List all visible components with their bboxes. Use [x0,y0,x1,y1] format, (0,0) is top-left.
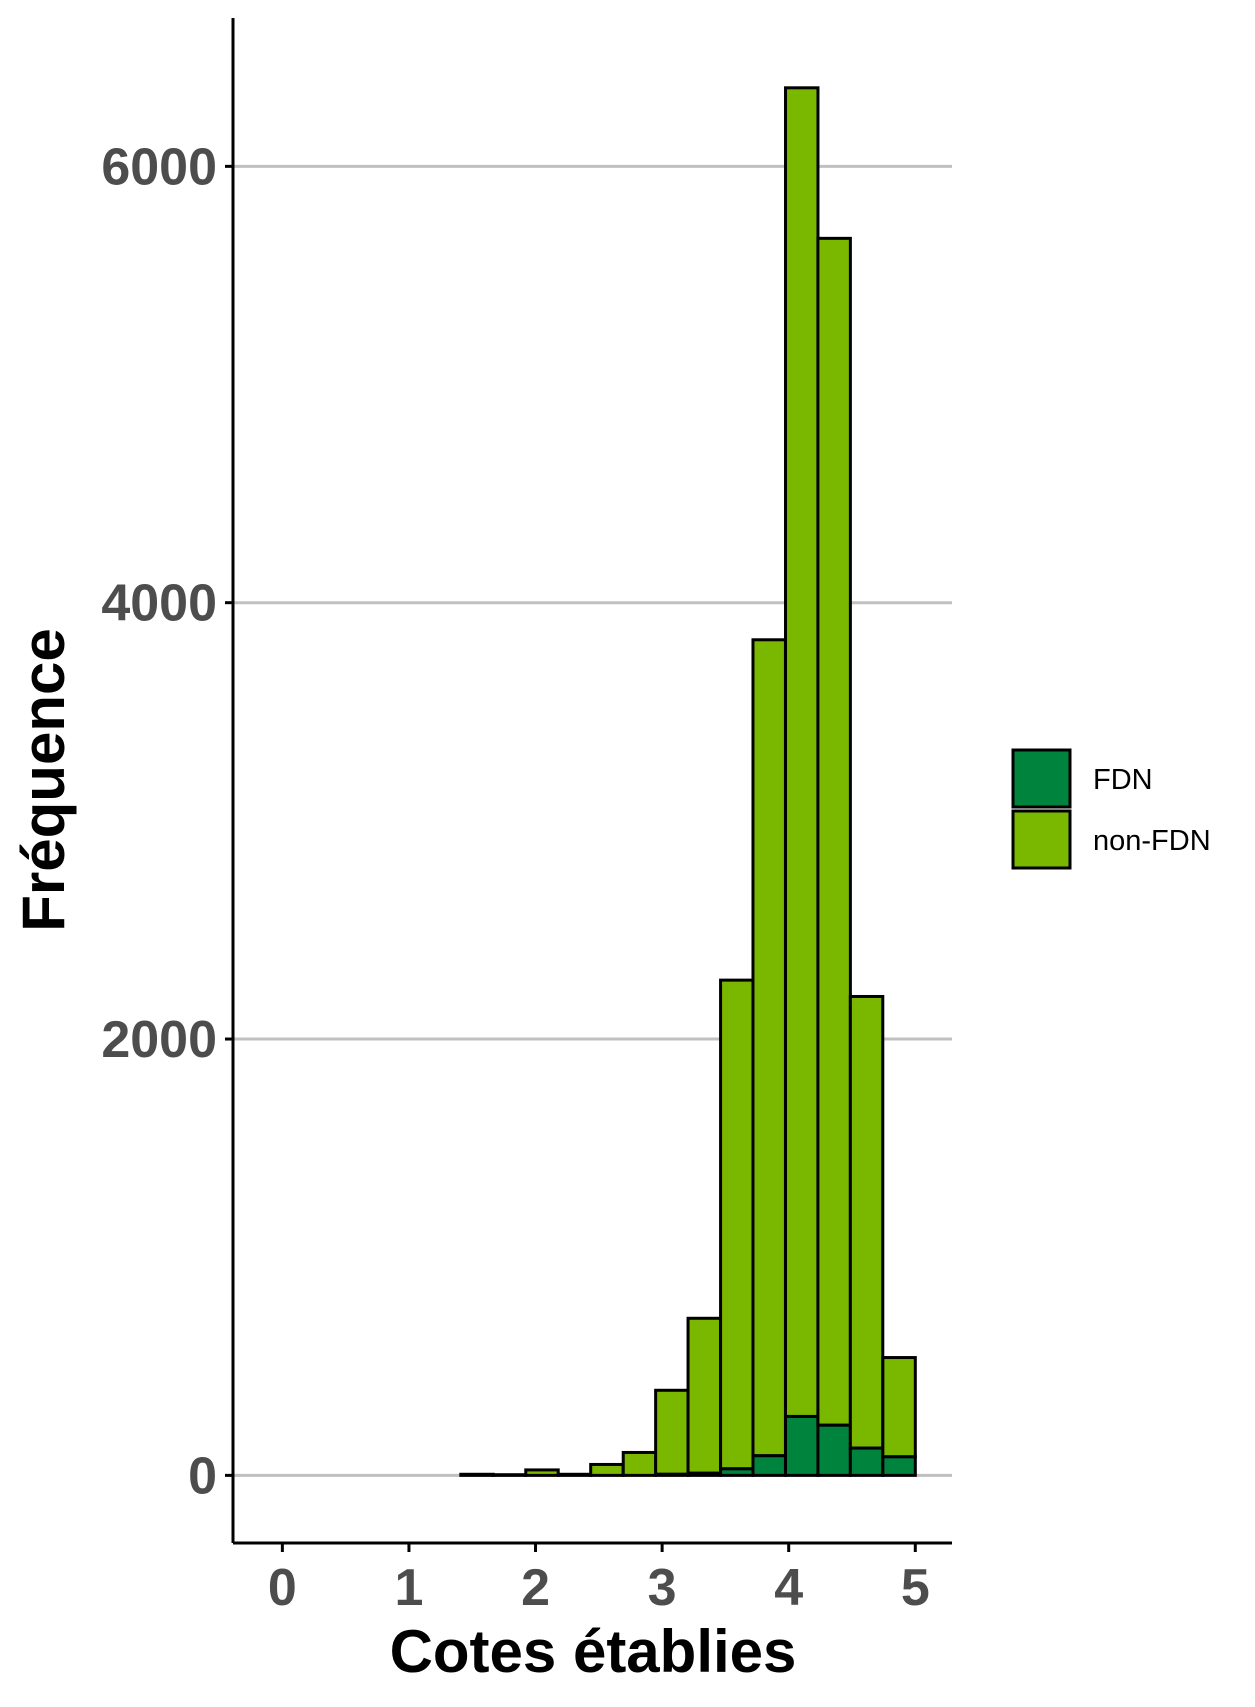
bar-non-fdn [686,1316,723,1475]
bar-fdn [751,1454,787,1477]
bar-non-fdn [491,1473,528,1477]
x-tick-label: 2 [521,1559,550,1617]
y-axis-title: Fréquence [10,628,77,931]
bar-fdn [881,1455,917,1477]
bar-non-fdn [459,1472,495,1477]
x-tick-label: 1 [394,1559,423,1617]
y-tick-label: 2000 [101,1011,217,1069]
bar-non-fdn [654,1388,690,1476]
bar-non-fdn [848,994,885,1450]
x-tick-label: 5 [901,1559,930,1617]
legend-label: FDN [1093,764,1153,796]
bar-non-fdn [589,1462,625,1477]
x-tick-label: 3 [648,1559,677,1617]
bar-fdn [719,1467,755,1477]
x-tick-label: 4 [774,1559,803,1617]
bar-non-fdn [751,638,787,1458]
legend-label: non-FDN [1093,825,1211,857]
bar-non-fdn [556,1472,593,1477]
bar-non-fdn [621,1450,658,1477]
bar-fdn [816,1423,852,1477]
bar-fdn [654,1472,690,1477]
bar-non-fdn [784,86,820,1418]
bar-non-fdn [719,978,755,1471]
bar-fdn [686,1471,723,1477]
x-tick-labels: 0 1 2 3 4 5 [268,1543,930,1617]
legend: FDN non-FDN [1011,748,1211,870]
bar-fdn [784,1414,820,1477]
y-tick-labels: 0 2000 4000 6000 [101,138,233,1505]
bar-non-fdn [816,236,852,1427]
bar-non-fdn [524,1468,560,1477]
bars [459,86,917,1477]
x-tick-label: 0 [268,1559,297,1617]
legend-swatch [1011,809,1072,870]
y-tick-label: 6000 [101,138,217,196]
legend-swatch [1011,748,1072,809]
axes [231,18,952,1545]
bar-fdn [848,1446,885,1477]
y-tick-label: 0 [188,1447,217,1505]
bar-non-fdn [881,1356,917,1459]
x-axis-title: Cotes établies [390,1618,797,1685]
y-tick-label: 4000 [101,575,217,633]
